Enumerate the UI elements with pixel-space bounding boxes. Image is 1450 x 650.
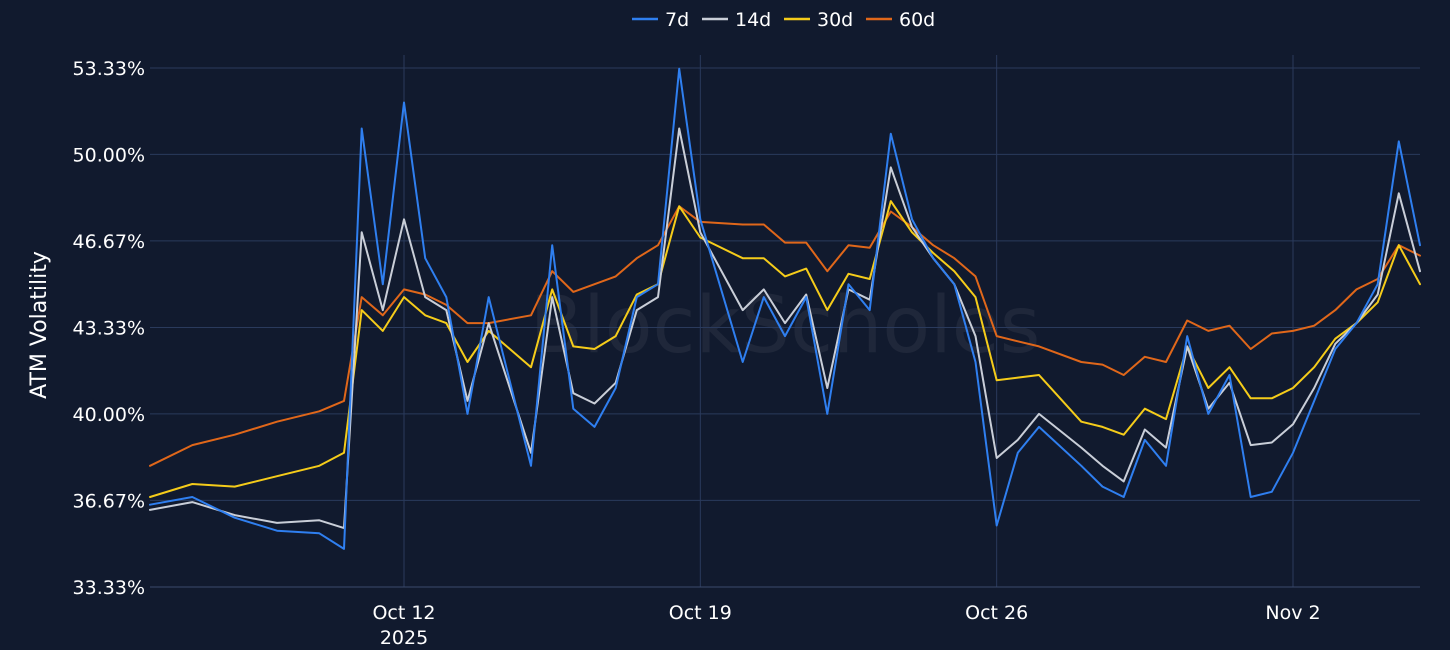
- series-line-60d: [149, 205, 1421, 467]
- series-lines: [149, 67, 1421, 550]
- x-tick-sublabel: 2025: [380, 627, 428, 649]
- legend-label-7d: 7d: [665, 9, 689, 31]
- y-tick-label: 33.33%: [73, 577, 145, 599]
- y-tick-label: 43.33%: [73, 318, 145, 340]
- y-axis-ticks: 33.33% 36.67% 40.00% 43.33% 46.67% 50.00% 53.3…: [73, 58, 145, 599]
- x-tick-label: Oct 12: [372, 602, 435, 624]
- series-line-30d: [149, 200, 1421, 498]
- legend: 7d 14d 30d 60d: [632, 9, 935, 31]
- grid-lines: [150, 55, 1420, 588]
- series-line-7d: [149, 67, 1421, 550]
- x-tick-label: Oct 19: [669, 602, 732, 624]
- y-axis-title: ATM Volatility: [27, 251, 52, 399]
- x-tick-label: Nov 2: [1265, 602, 1320, 624]
- chart-watermark: BlockScholes: [530, 281, 1041, 371]
- y-tick-label: 46.67%: [73, 231, 145, 253]
- legend-label-14d: 14d: [735, 9, 771, 31]
- y-tick-label: 50.00%: [73, 144, 145, 166]
- legend-label-30d: 30d: [817, 9, 853, 31]
- y-tick-label: 36.67%: [73, 490, 145, 512]
- y-tick-label: 53.33%: [73, 58, 145, 80]
- y-tick-label: 40.00%: [73, 404, 145, 426]
- x-tick-label: Oct 26: [965, 602, 1028, 624]
- legend-label-60d: 60d: [899, 9, 935, 31]
- x-axis-ticks: Oct 12 2025 Oct 19 Oct 26 Nov 2: [372, 602, 1320, 649]
